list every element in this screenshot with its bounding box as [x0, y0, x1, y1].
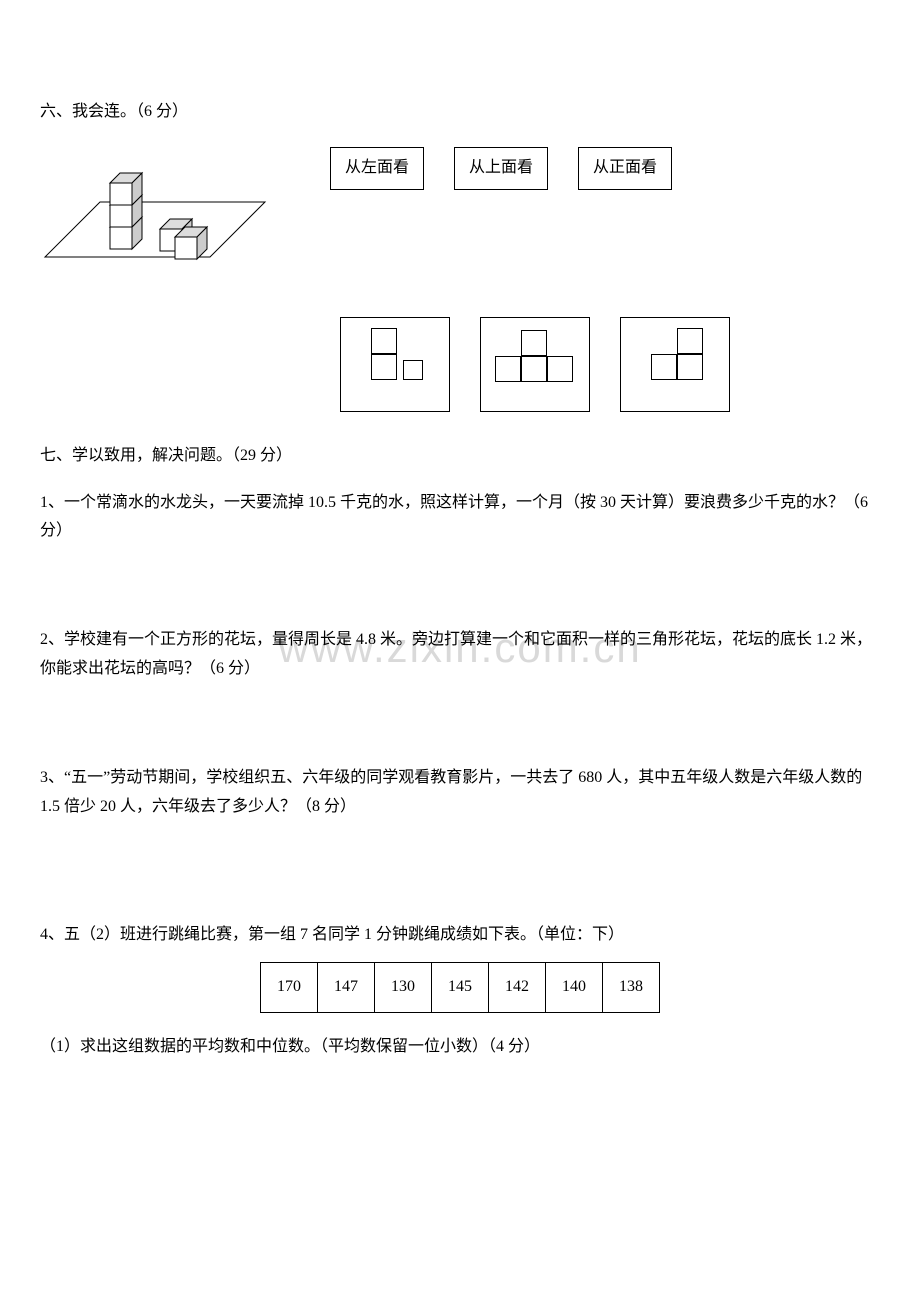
q7-p4-table: 170147130145142140138: [260, 962, 660, 1013]
table-cell: 145: [432, 963, 489, 1013]
view-cell: [677, 354, 703, 380]
q7-p3: 3、“五一”劳动节期间，学校组织五、六年级的同学观看教育影片，一共去了 680 …: [40, 764, 880, 822]
view-cell: [495, 356, 521, 382]
q7-title: 七、学以致用，解决问题。（29 分）: [40, 442, 880, 471]
table-cell: 130: [375, 963, 432, 1013]
view-cell: [521, 356, 547, 382]
label-left-view: 从左面看: [330, 147, 424, 190]
q6-answer-views: [340, 317, 880, 412]
q6-3d-figure: [40, 147, 270, 277]
q7-p1: 1、一个常滴水的水龙头，一天要流掉 10.5 千克的水，照这样计算，一个月（按 …: [40, 489, 880, 547]
label-front-view: 从正面看: [578, 147, 672, 190]
label-top-view: 从上面看: [454, 147, 548, 190]
q7-p2: 2、学校建有一个正方形的花坛，量得周长是 4.8 米。旁边打算建一个和它面积一样…: [40, 626, 880, 684]
view-option-2: [480, 317, 590, 412]
table-cell: 170: [261, 963, 318, 1013]
q7-p4-sub1: （1）求出这组数据的平均数和中位数。（平均数保留一位小数）（4 分）: [40, 1033, 880, 1062]
q6-row: 从左面看 从上面看 从正面看: [40, 147, 880, 277]
table-cell: 140: [546, 963, 603, 1013]
view-option-3: [620, 317, 730, 412]
view-cell: [547, 356, 573, 382]
view-cell: [521, 330, 547, 356]
table-cell: 142: [489, 963, 546, 1013]
view-cell: [371, 354, 397, 380]
view-option-1: [340, 317, 450, 412]
q7-p4: 4、五（2）班进行跳绳比赛，第一组 7 名同学 1 分钟跳绳成绩如下表。（单位：…: [40, 921, 880, 1061]
table-cell: 138: [603, 963, 660, 1013]
q6-labels: 从左面看 从上面看 从正面看: [330, 147, 672, 190]
view-cell: [371, 328, 397, 354]
table-cell: 147: [318, 963, 375, 1013]
view-cell: [403, 360, 423, 380]
q6-title: 六、我会连。（6 分）: [40, 98, 880, 127]
q7-p4-intro: 4、五（2）班进行跳绳比赛，第一组 7 名同学 1 分钟跳绳成绩如下表。（单位：…: [40, 921, 880, 950]
view-cell: [651, 354, 677, 380]
view-cell: [677, 328, 703, 354]
